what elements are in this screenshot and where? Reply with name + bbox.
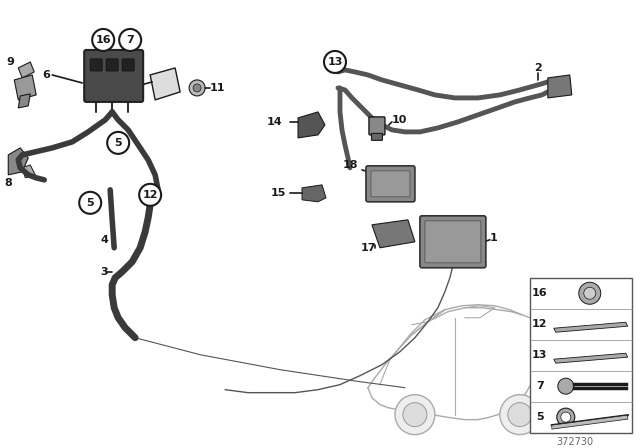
Text: 1: 1: [490, 233, 498, 243]
Text: 372730: 372730: [556, 437, 593, 447]
Text: 13: 13: [532, 350, 547, 360]
Polygon shape: [552, 415, 628, 429]
Text: 11: 11: [210, 83, 225, 93]
Circle shape: [139, 184, 161, 206]
Polygon shape: [554, 353, 628, 363]
Bar: [530, 278, 632, 433]
Circle shape: [500, 395, 540, 435]
Text: 5: 5: [536, 412, 543, 422]
Polygon shape: [298, 112, 325, 138]
Text: 16: 16: [532, 288, 548, 298]
Text: 17: 17: [360, 243, 376, 253]
Circle shape: [324, 51, 346, 73]
Text: 13: 13: [327, 57, 342, 67]
Text: 5: 5: [86, 198, 94, 208]
Text: 2: 2: [534, 63, 541, 73]
Circle shape: [561, 412, 571, 422]
Text: 7: 7: [126, 35, 134, 45]
Polygon shape: [14, 75, 36, 100]
Text: 10: 10: [392, 115, 407, 125]
FancyBboxPatch shape: [371, 134, 383, 140]
Text: 8: 8: [4, 178, 12, 188]
FancyBboxPatch shape: [371, 171, 410, 197]
FancyBboxPatch shape: [366, 166, 415, 202]
Text: 12: 12: [142, 190, 158, 200]
Circle shape: [79, 192, 101, 214]
Text: 18: 18: [342, 160, 358, 170]
Polygon shape: [554, 322, 628, 332]
Text: 4: 4: [100, 235, 108, 245]
Circle shape: [558, 378, 574, 394]
FancyBboxPatch shape: [369, 117, 385, 135]
Circle shape: [584, 287, 596, 299]
Text: 14: 14: [266, 117, 282, 127]
Circle shape: [193, 84, 201, 92]
FancyBboxPatch shape: [122, 59, 134, 71]
Circle shape: [107, 132, 129, 154]
Polygon shape: [150, 68, 180, 100]
Circle shape: [189, 80, 205, 96]
Polygon shape: [19, 94, 30, 108]
Polygon shape: [8, 148, 28, 175]
Text: 5: 5: [115, 138, 122, 148]
Polygon shape: [548, 75, 572, 98]
Circle shape: [508, 403, 532, 426]
FancyBboxPatch shape: [420, 216, 486, 268]
Text: 16: 16: [95, 35, 111, 45]
Polygon shape: [22, 165, 35, 178]
Polygon shape: [372, 220, 415, 248]
Circle shape: [557, 408, 575, 426]
Circle shape: [395, 395, 435, 435]
Circle shape: [579, 282, 601, 304]
Text: 12: 12: [532, 319, 548, 329]
Circle shape: [119, 29, 141, 51]
Polygon shape: [19, 62, 35, 78]
Text: 9: 9: [6, 57, 14, 67]
Polygon shape: [302, 185, 326, 202]
FancyBboxPatch shape: [425, 221, 481, 263]
FancyBboxPatch shape: [90, 59, 102, 71]
FancyBboxPatch shape: [106, 59, 118, 71]
Circle shape: [403, 403, 427, 426]
Text: 3: 3: [100, 267, 108, 277]
Text: 7: 7: [536, 381, 544, 391]
Text: 6: 6: [42, 70, 50, 80]
FancyBboxPatch shape: [84, 50, 143, 102]
Text: 15: 15: [271, 188, 286, 198]
Circle shape: [92, 29, 114, 51]
